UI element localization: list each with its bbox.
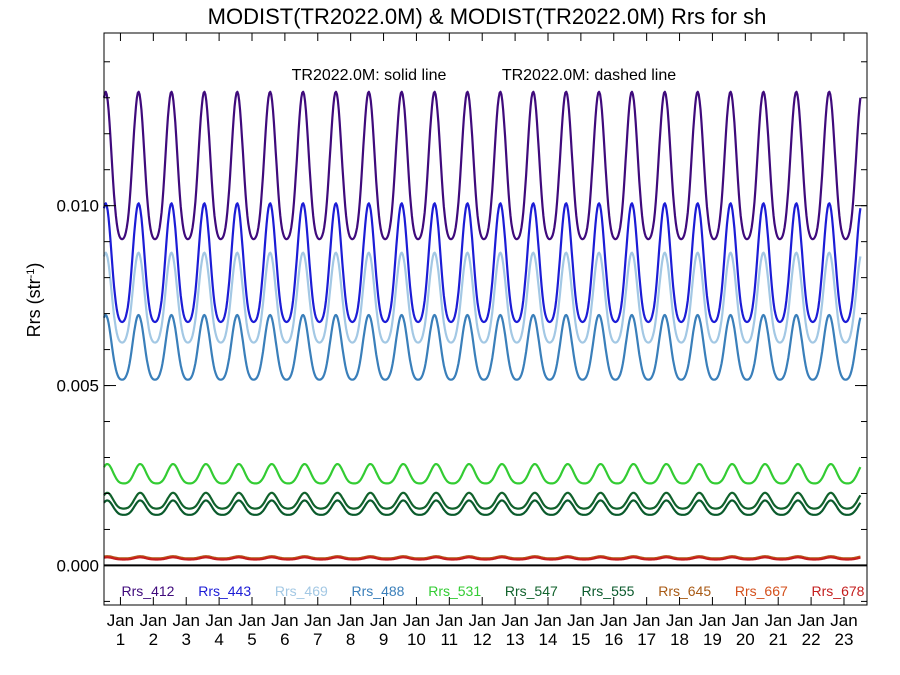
x-tick-year-label: 7: [313, 630, 322, 649]
x-tick-year-label: 18: [670, 630, 689, 649]
legend-entry-rrs_555: Rrs_555: [582, 583, 635, 599]
series-line-rrs_469: [102, 251, 862, 344]
x-tick-year-label: 4: [214, 630, 223, 649]
x-tick-month-label: Jan: [436, 611, 463, 630]
x-tick-month-label: Jan: [567, 611, 594, 630]
x-tick-month-label: Jan: [403, 611, 430, 630]
y-axis-label-text: Rrs (str: [24, 278, 44, 337]
series-line-rrs_443: [102, 202, 862, 324]
x-tick-year-label: 3: [181, 630, 190, 649]
chart-subtitle-solid: TR2022.0M: solid line: [292, 67, 447, 84]
series-line-rrs_555: [103, 499, 862, 516]
x-tick-month-label: Jan: [205, 611, 232, 630]
x-tick-month-label: Jan: [337, 611, 364, 630]
x-tick-year-label: 16: [604, 630, 623, 649]
x-tick-month-label: Jan: [797, 611, 824, 630]
x-tick-month-label: Jan: [107, 611, 134, 630]
series-line-rrs_547: [103, 491, 862, 510]
x-tick-year-label: 23: [835, 630, 854, 649]
x-tick-year-label: 20: [736, 630, 755, 649]
x-tick-year-label: 15: [571, 630, 590, 649]
legend-entry-rrs_547: Rrs_547: [505, 583, 558, 599]
x-tick-year-label: 8: [346, 630, 355, 649]
legend-entry-rrs_488: Rrs_488: [352, 583, 405, 599]
x-tick-month-label: Jan: [633, 611, 660, 630]
x-tick-year-label: 21: [769, 630, 788, 649]
legend-entry-rrs_667: Rrs_667: [735, 583, 788, 599]
y-axis-label-close: ): [24, 263, 44, 269]
chart-subtitle-dashed: TR2022.0M: dashed line: [502, 67, 676, 84]
x-tick-month-label: Jan: [732, 611, 759, 630]
y-tick-label: 0.000: [56, 556, 99, 575]
x-tick-month-label: Jan: [271, 611, 298, 630]
series-line-rrs_678: [103, 556, 861, 561]
legend-entry-rrs_531: Rrs_531: [428, 583, 481, 599]
legend-entry-rrs_443: Rrs_443: [198, 583, 251, 599]
series-line-rrs_531: [103, 463, 862, 485]
series-line-rrs_412: [102, 90, 862, 241]
x-tick-year-label: 11: [440, 630, 458, 649]
x-tick-year-label: 6: [280, 630, 289, 649]
y-axis-label: Rrs (str-1): [24, 263, 44, 338]
legend-entry-rrs_645: Rrs_645: [658, 583, 711, 599]
x-tick-month-label: Jan: [699, 611, 726, 630]
x-tick-year-label: 5: [247, 630, 256, 649]
plot-frame: [103, 32, 868, 606]
x-tick-month-label: Jan: [173, 611, 200, 630]
x-tick-year-label: 2: [149, 630, 158, 649]
x-tick-month-label: Jan: [501, 611, 528, 630]
x-tick-month-label: Jan: [238, 611, 265, 630]
x-tick-year-label: 12: [473, 630, 492, 649]
x-tick-year-label: 19: [703, 630, 722, 649]
y-tick-label: 0.010: [56, 197, 99, 216]
series-line-rrs_488: [102, 313, 862, 381]
chart-title: MODIST(TR2022.0M) & MODIST(TR2022.0M) Rr…: [208, 4, 767, 29]
x-tick-month-label: Jan: [370, 611, 397, 630]
x-tick-month-label: Jan: [140, 611, 167, 630]
legend-entry-rrs_678: Rrs_678: [812, 583, 865, 599]
x-tick-year-label: 22: [802, 630, 821, 649]
legend-entry-rrs_469: Rrs_469: [275, 583, 328, 599]
x-tick-year-label: 17: [637, 630, 656, 649]
x-tick-month-label: Jan: [469, 611, 496, 630]
x-tick-month-label: Jan: [830, 611, 857, 630]
legend-entry-rrs_412: Rrs_412: [122, 583, 175, 599]
x-tick-month-label: Jan: [666, 611, 693, 630]
x-tick-month-label: Jan: [764, 611, 791, 630]
y-tick-label: 0.005: [56, 377, 99, 396]
x-tick-year-label: 1: [116, 630, 125, 649]
x-tick-month-label: Jan: [534, 611, 561, 630]
x-tick-year-label: 10: [407, 630, 426, 649]
x-tick-month-label: Jan: [304, 611, 331, 630]
x-tick-year-label: 14: [539, 630, 558, 649]
x-tick-year-label: 13: [506, 630, 525, 649]
y-axis-label-superscript: -1: [25, 269, 37, 279]
x-tick-month-label: Jan: [600, 611, 627, 630]
x-tick-year-label: 9: [379, 630, 388, 649]
